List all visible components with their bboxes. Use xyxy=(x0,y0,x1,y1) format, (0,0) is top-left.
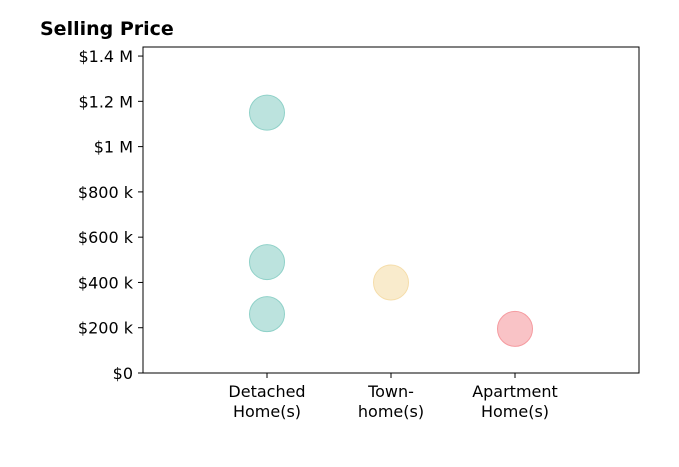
data-point xyxy=(249,244,285,281)
y-tick-label: $1.2 M xyxy=(78,92,133,111)
y-tick-label: $1.4 M xyxy=(78,47,133,66)
y-tick-label: $800 k xyxy=(78,183,134,202)
x-axis: DetachedHome(s)Town-home(s)ApartmentHome… xyxy=(228,373,558,421)
y-tick-label: $200 k xyxy=(78,319,134,338)
x-tick-label: Detached xyxy=(228,382,305,401)
x-tick-label: Apartment xyxy=(472,382,558,401)
chart-title: Selling Price xyxy=(40,18,174,40)
data-points xyxy=(249,94,533,347)
y-tick-label: $1 M xyxy=(94,138,133,157)
y-axis: $0 $200 k $400 k $600 k $800 k $1 M $1.2 M $1.4… xyxy=(78,47,143,383)
y-tick-label: $0 xyxy=(113,364,133,383)
x-tick-label: Town- xyxy=(367,382,414,401)
y-tick-label: $600 k xyxy=(78,228,134,247)
x-tick-label: Home(s) xyxy=(481,402,549,421)
data-point xyxy=(249,94,285,131)
data-point xyxy=(249,296,285,333)
x-tick-label: Home(s) xyxy=(233,402,301,421)
y-tick-label: $400 k xyxy=(78,273,134,292)
plot-frame xyxy=(142,46,640,374)
data-point xyxy=(373,264,409,301)
x-tick-label: home(s) xyxy=(358,402,424,421)
data-point xyxy=(497,310,533,347)
